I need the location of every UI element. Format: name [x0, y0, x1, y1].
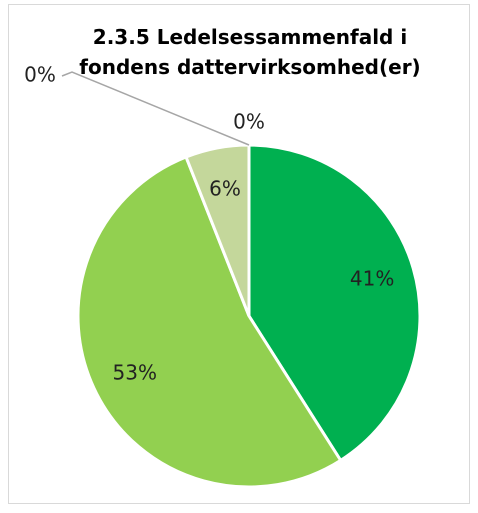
data-label: 0%	[233, 109, 265, 133]
data-label: 53%	[113, 361, 157, 385]
data-label: 41%	[350, 267, 394, 291]
data-label: 0%	[24, 63, 56, 87]
pie-slice	[76, 155, 343, 489]
leader-line	[61, 71, 250, 146]
chart-frame	[8, 4, 470, 504]
data-label: 6%	[209, 177, 241, 201]
chart-title: 2.3.5 Ledelsessammenfald i fondens datte…	[79, 25, 421, 79]
